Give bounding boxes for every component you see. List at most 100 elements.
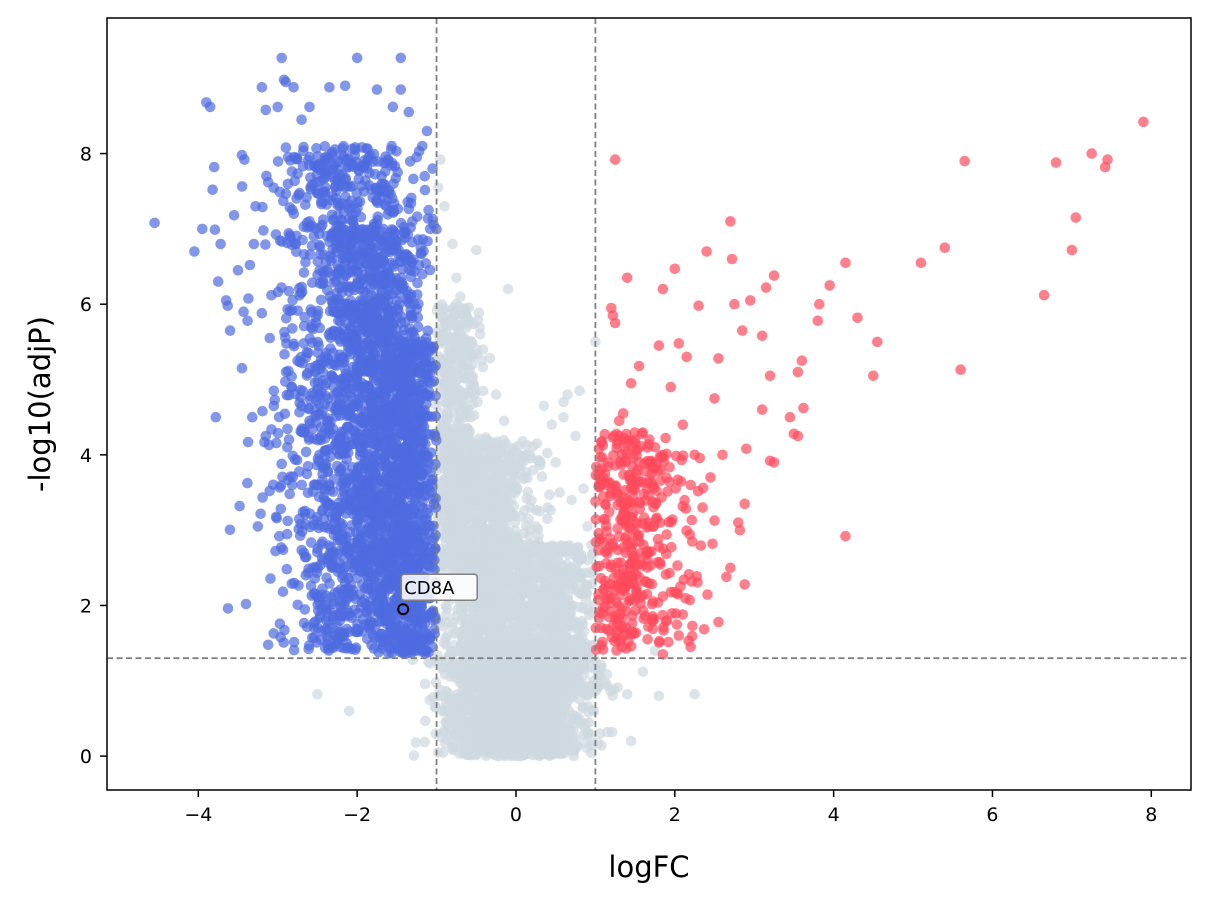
ns-point xyxy=(654,691,665,702)
ns-point xyxy=(449,666,460,677)
volcano-plot: CD8A −4 −2 0 2 4 6 8 02468 logFC -log10(adjP) xyxy=(0,0,1211,906)
ns-point xyxy=(471,245,482,256)
ns-point xyxy=(420,737,431,748)
ns-point xyxy=(441,610,452,621)
ns-point xyxy=(454,417,465,428)
ns-point xyxy=(584,662,595,673)
ns-point xyxy=(496,632,507,643)
ns-point xyxy=(556,701,567,712)
ns-point xyxy=(548,671,559,682)
ns-point xyxy=(503,700,514,711)
ns-point xyxy=(546,419,557,430)
ns-point xyxy=(512,457,523,468)
ns-point xyxy=(503,284,514,295)
ns-point xyxy=(449,640,460,651)
ns-point xyxy=(491,550,502,561)
ns-point xyxy=(545,593,556,604)
ns-point xyxy=(517,700,528,711)
ns-point xyxy=(539,401,550,412)
ns-point xyxy=(476,498,487,509)
ns-point xyxy=(492,436,503,447)
ns-point xyxy=(488,654,499,665)
ns-point xyxy=(574,386,585,397)
ns-point xyxy=(496,617,507,628)
ns-point xyxy=(495,494,506,505)
ns-point xyxy=(506,466,517,477)
ns-point xyxy=(474,433,485,444)
ns-point xyxy=(500,669,511,680)
ns-point xyxy=(344,706,355,717)
ns-point xyxy=(537,471,548,482)
ns-point xyxy=(517,617,528,628)
ns-point xyxy=(420,679,431,690)
ns-point xyxy=(550,542,561,553)
ns-point xyxy=(689,689,700,700)
ns-point xyxy=(499,416,510,427)
ns-point xyxy=(552,723,563,734)
ns-point xyxy=(526,548,537,559)
ns-point xyxy=(534,665,545,676)
ns-point xyxy=(461,543,472,554)
ns-point xyxy=(578,603,589,614)
ns-point xyxy=(470,513,481,524)
ns-point xyxy=(489,505,500,516)
ns-point xyxy=(433,747,444,758)
ns-point xyxy=(487,477,498,488)
ns-point xyxy=(522,493,533,504)
ns-point xyxy=(474,706,485,717)
ns-point xyxy=(522,678,533,689)
ns-point xyxy=(533,524,544,535)
ns-point xyxy=(574,717,585,728)
ns-point xyxy=(550,457,561,468)
ns-point xyxy=(521,575,532,586)
ns-point xyxy=(552,602,563,613)
ns-point xyxy=(543,683,554,694)
ns-point xyxy=(481,638,492,649)
ns-point xyxy=(507,551,518,562)
ns-point xyxy=(559,642,570,653)
ns-point xyxy=(448,745,459,756)
ns-point xyxy=(570,431,581,442)
ns-point xyxy=(612,682,623,693)
ns-point xyxy=(411,737,422,748)
ns-point xyxy=(559,748,570,759)
ns-point xyxy=(512,666,523,677)
ns-point xyxy=(519,561,530,572)
figure-background xyxy=(0,0,1211,906)
ns-point xyxy=(520,471,531,482)
ns-point xyxy=(485,353,496,364)
ns-point xyxy=(542,448,553,459)
ns-point xyxy=(545,648,556,659)
ns-point xyxy=(498,563,509,574)
ns-point xyxy=(622,689,633,700)
ns-point xyxy=(447,239,458,250)
ns-point xyxy=(447,710,458,721)
ns-point xyxy=(501,714,512,725)
ns-point xyxy=(602,680,613,691)
ns-point xyxy=(522,602,533,613)
ns-point xyxy=(420,716,431,727)
ns-point xyxy=(581,580,592,591)
ns-point xyxy=(526,643,537,654)
ns-point xyxy=(531,606,542,617)
ns-point xyxy=(481,731,492,742)
ns-point xyxy=(516,646,527,657)
ns-point xyxy=(541,610,552,621)
ns-point xyxy=(527,441,538,452)
ns-point xyxy=(638,667,649,678)
ns-point xyxy=(468,398,479,409)
ns-point xyxy=(493,686,504,697)
ns-point xyxy=(482,744,493,755)
ns-point xyxy=(542,514,553,525)
ns-point xyxy=(549,624,560,635)
ns-point xyxy=(531,505,542,516)
ns-point xyxy=(477,608,488,619)
ns-point xyxy=(494,522,505,533)
ns-point xyxy=(541,714,552,725)
ns-point xyxy=(566,495,577,506)
ns-point xyxy=(575,554,586,565)
ns-point xyxy=(496,531,507,542)
ns-point xyxy=(539,743,550,754)
ns-point xyxy=(576,589,587,600)
ns-point xyxy=(312,689,323,700)
